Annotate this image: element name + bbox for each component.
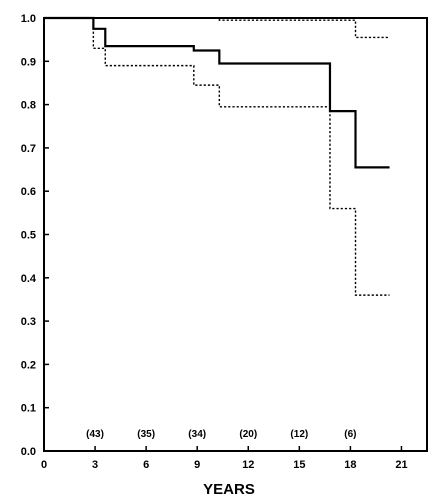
x-tick-label: 0 [41, 459, 47, 471]
survival-estimate-line [44, 16, 390, 169]
plot-frame [43, 17, 428, 452]
y-tick-label: 0.3 [21, 316, 36, 328]
at-risk-label: (34) [188, 429, 206, 440]
y-axis: 0.0 0.1 0.2 0.3 0.4 0.5 0.6 0.7 0.8 0.9 1.0 [21, 13, 49, 458]
at-risk-counts: (43) (35) (34) (20) (12) (6) [86, 429, 356, 440]
y-tick-label: 0.0 [21, 446, 36, 458]
at-risk-label: (6) [344, 429, 356, 440]
at-risk-label: (35) [137, 429, 155, 440]
x-tick-label: 21 [395, 459, 407, 471]
x-tick-label: 6 [143, 459, 149, 471]
at-risk-label: (20) [239, 429, 257, 440]
y-tick-label: 1.0 [21, 13, 36, 25]
confidence-bound-line [44, 17, 390, 39]
series-layer [44, 16, 390, 296]
plot-border [43, 17, 428, 452]
x-tick-label: 12 [242, 459, 254, 471]
y-tick-label: 0.8 [21, 100, 36, 112]
x-axis: 0 3 6 9 12 15 18 21 [41, 446, 408, 471]
y-tick-label: 0.7 [21, 143, 36, 155]
x-tick-label: 18 [344, 459, 356, 471]
x-tick-label: 9 [194, 459, 200, 471]
x-axis-title: YEARS [203, 481, 255, 498]
x-tick-label: 15 [293, 459, 305, 471]
x-tick-label: 3 [92, 459, 98, 471]
y-tick-label: 0.4 [21, 273, 37, 285]
y-tick-label: 0.5 [21, 230, 36, 242]
confidence-bound-line [44, 17, 390, 296]
at-risk-label: (43) [86, 429, 104, 440]
at-risk-label: (12) [290, 429, 308, 440]
y-tick-label: 0.6 [21, 186, 36, 198]
y-tick-label: 0.2 [21, 359, 36, 371]
y-tick-label: 0.9 [21, 56, 36, 68]
y-tick-label: 0.1 [21, 403, 36, 415]
